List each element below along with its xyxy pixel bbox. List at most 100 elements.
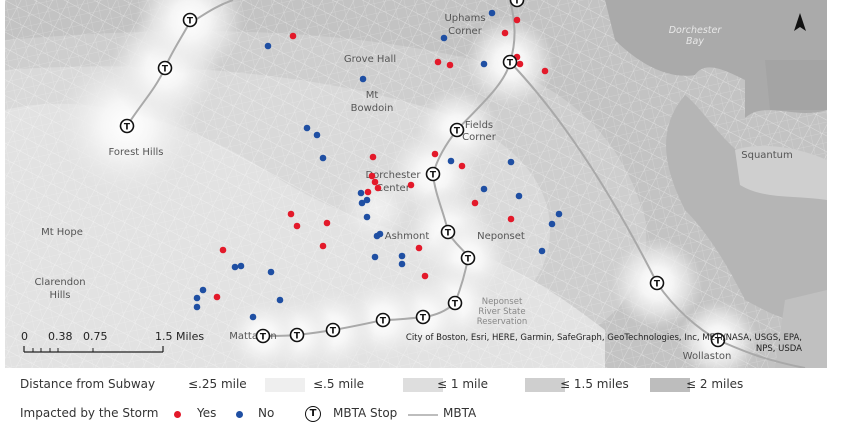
label-neponset: Neponset	[477, 231, 525, 242]
legend-impact-title: Impacted by the Storm	[20, 406, 159, 420]
mbta-stop-icon[interactable]: T	[449, 122, 465, 138]
impacted-yes-point[interactable]	[323, 219, 331, 227]
impacted-no-point[interactable]	[440, 34, 448, 42]
impacted-no-point[interactable]	[264, 42, 272, 50]
impacted-no-point[interactable]	[363, 196, 371, 204]
label-squantum: Squantum	[741, 150, 793, 161]
mbta-stop-icon[interactable]: T	[182, 12, 198, 28]
label-fields-corner: Fields Corner	[462, 120, 497, 143]
impacted-yes-point[interactable]	[319, 242, 327, 250]
impacted-no-point[interactable]	[363, 213, 371, 221]
mbta-stop-icon[interactable]: T	[157, 60, 173, 76]
label-mattapan: Mattapan	[229, 331, 277, 342]
impacted-no-point[interactable]	[538, 247, 546, 255]
mbta-stop-icon[interactable]: T	[447, 295, 463, 311]
label-dorchester-center: Dorchester Center	[365, 170, 421, 194]
impacted-no-point[interactable]	[313, 131, 321, 139]
impacted-yes-point[interactable]	[219, 246, 227, 254]
mbta-stop-icon[interactable]: T	[415, 309, 431, 325]
legend-mbta-stop-icon: T	[305, 406, 321, 422]
mbta-stop-icon[interactable]: T	[289, 327, 305, 343]
impacted-no-point[interactable]	[480, 60, 488, 68]
svg-text:T: T	[380, 317, 387, 327]
impacted-no-point[interactable]	[398, 260, 406, 268]
impacted-no-point[interactable]	[398, 252, 406, 260]
mbta-stop-icon[interactable]: T	[119, 118, 135, 134]
legend-mbta-line	[408, 414, 438, 416]
svg-text:T: T	[465, 255, 472, 265]
impacted-yes-point[interactable]	[407, 181, 415, 189]
impacted-no-point[interactable]	[515, 192, 523, 200]
impacted-no-point[interactable]	[358, 199, 366, 207]
impacted-no-point[interactable]	[447, 157, 455, 165]
mbta-stop-icon[interactable]: T	[255, 328, 271, 344]
svg-text:T: T	[330, 327, 337, 337]
impacted-yes-point[interactable]	[458, 162, 466, 170]
mbta-stop-icon[interactable]: T	[710, 332, 726, 348]
mbta-stop-icon[interactable]: T	[425, 166, 441, 182]
svg-text:T: T	[514, 0, 521, 7]
impacted-yes-point[interactable]	[213, 293, 221, 301]
impacted-no-point[interactable]	[371, 253, 379, 261]
mbta-stop-icon[interactable]: T	[375, 312, 391, 328]
mbta-stop-icon[interactable]: T	[460, 250, 476, 266]
impacted-yes-point[interactable]	[368, 172, 376, 180]
impacted-yes-point[interactable]	[371, 178, 379, 186]
impacted-no-point[interactable]	[237, 262, 245, 270]
impacted-no-point[interactable]	[193, 303, 201, 311]
impacted-no-point[interactable]	[249, 313, 257, 321]
mbta-stop-icon[interactable]: T	[509, 0, 525, 8]
svg-text:T: T	[187, 17, 194, 27]
mbta-stop-icon[interactable]: T	[649, 275, 665, 291]
impacted-yes-point[interactable]	[369, 153, 377, 161]
impacted-yes-point[interactable]	[513, 16, 521, 24]
impacted-yes-point[interactable]	[374, 184, 382, 192]
impacted-yes-point[interactable]	[431, 150, 439, 158]
impacted-yes-point[interactable]	[516, 60, 524, 68]
impacted-yes-point[interactable]	[507, 215, 515, 223]
attribution: City of Boston, Esri, HERE, Garmin, Safe…	[406, 333, 802, 354]
impacted-yes-point[interactable]	[287, 210, 295, 218]
impacted-no-point[interactable]	[267, 268, 275, 276]
label-wollaston: Wollaston	[683, 351, 732, 362]
impacted-yes-point[interactable]	[289, 32, 297, 40]
swatch-1-5-mile	[525, 378, 565, 392]
legend-impact: Impacted by the Storm Yes No T MBTA Stop…	[0, 403, 859, 425]
impacted-no-point[interactable]	[373, 232, 381, 240]
impacted-yes-point[interactable]	[293, 222, 301, 230]
mbta-stop-icon[interactable]: T	[325, 322, 341, 338]
legend-band-05: ≤.5 mile	[313, 377, 365, 391]
storm-points	[193, 9, 563, 321]
impacted-no-point[interactable]	[303, 124, 311, 132]
impacted-yes-point[interactable]	[446, 61, 454, 69]
mbta-stop-icon[interactable]: T	[502, 54, 518, 70]
impacted-no-point[interactable]	[193, 294, 201, 302]
scale-label-15: 1.5 Miles	[155, 330, 204, 343]
impacted-yes-point[interactable]	[471, 199, 479, 207]
svg-text:City of Boston, Esri, HERE, Ga: City of Boston, Esri, HERE, Garmin, Safe…	[406, 333, 802, 343]
impacted-yes-point[interactable]	[501, 29, 509, 37]
impacted-yes-point[interactable]	[434, 58, 442, 66]
impacted-no-point[interactable]	[359, 75, 367, 83]
impacted-yes-point[interactable]	[415, 244, 423, 252]
label-dorchester-bay: Dorchester Bay	[669, 25, 723, 47]
impacted-no-point[interactable]	[507, 158, 515, 166]
impacted-yes-point[interactable]	[421, 272, 429, 280]
impacted-no-point[interactable]	[357, 189, 365, 197]
scale-label-0: 0	[21, 330, 28, 343]
impacted-yes-point[interactable]	[364, 188, 372, 196]
impacted-no-point[interactable]	[555, 210, 563, 218]
impacted-no-point[interactable]	[488, 9, 496, 17]
mbta-stop-icon[interactable]: T	[440, 224, 456, 240]
place-labels: Uphams Corner Grove Hall Mt Bowdoin Forest…	[34, 13, 792, 362]
impacted-no-point[interactable]	[319, 154, 327, 162]
impacted-no-point[interactable]	[276, 296, 284, 304]
impacted-no-point[interactable]	[231, 263, 239, 271]
impacted-no-point[interactable]	[199, 286, 207, 294]
label-grove-hall: Grove Hall	[344, 54, 396, 65]
legend-mbta-stop: MBTA Stop	[333, 406, 398, 420]
map[interactable]: Uphams Corner Grove Hall Mt Bowdoin Forest…	[5, 0, 827, 368]
impacted-no-point[interactable]	[480, 185, 488, 193]
impacted-no-point[interactable]	[548, 220, 556, 228]
impacted-yes-point[interactable]	[541, 67, 549, 75]
